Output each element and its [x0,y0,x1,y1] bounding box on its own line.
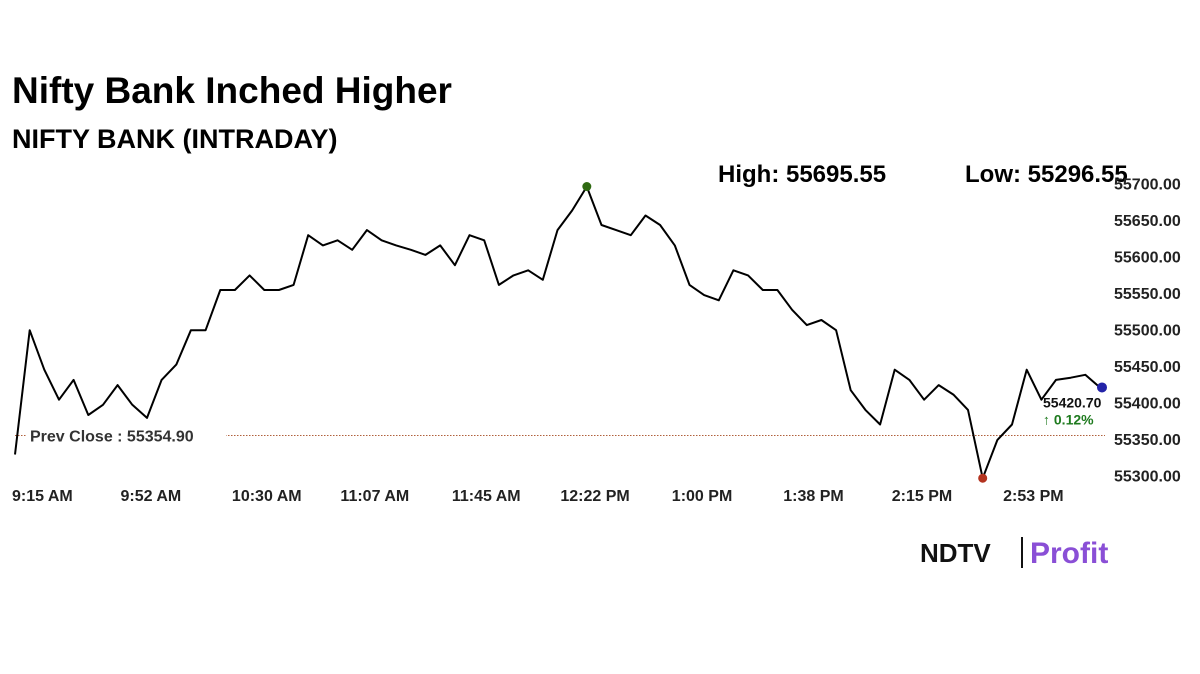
x-tick-label: 9:52 AM [121,488,182,505]
y-tick-label: 55600.00 [1114,249,1181,266]
x-tick-label: 11:45 AM [452,488,521,505]
x-tick-label: 1:38 PM [783,488,843,505]
prev-close-label: Prev Close : 55354.90 [30,429,194,446]
y-tick-label: 55350.00 [1114,432,1181,449]
y-tick-label: 55450.00 [1114,359,1181,376]
x-tick-label: 10:30 AM [232,488,302,505]
change-label: ↑ 0.12% [1043,411,1094,427]
low-marker [978,473,988,483]
x-tick-label: 2:53 PM [1003,488,1063,505]
y-tick-label: 55400.00 [1114,396,1181,413]
chart-subtitle: NIFTY BANK (INTRADAY) [12,124,338,154]
price-line [14,185,1101,480]
logo-text: Profit [1030,537,1108,570]
chart-title: Nifty Bank Inched Higher [12,70,452,111]
high-label: High: 55695.55 [718,161,886,188]
x-tick-label: 2:15 PM [892,488,952,505]
y-tick-label: 55650.00 [1114,213,1181,230]
last-marker [1097,382,1107,393]
y-tick-label: 55550.00 [1114,286,1181,303]
last-value-label: 55420.70 [1043,394,1102,410]
y-tick-label: 55300.00 [1114,469,1181,486]
x-tick-label: 11:07 AM [340,488,409,505]
low-label: Low: 55296.55 [965,161,1128,188]
logo-text: NDTV [920,538,991,568]
label-bg [26,424,226,445]
y-tick-label: 55500.00 [1114,323,1181,340]
high-marker [582,182,592,192]
x-tick-label: 1:00 PM [672,488,732,505]
x-tick-label: 12:22 PM [560,488,629,505]
y-tick-label: 55700.00 [1114,176,1181,193]
x-tick-label: 9:15 AM [12,488,73,505]
